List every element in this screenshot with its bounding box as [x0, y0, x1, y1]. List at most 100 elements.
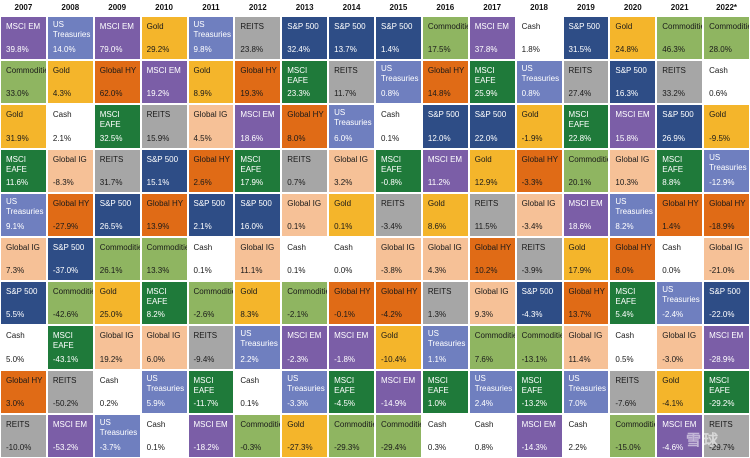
- asset-class-label: S&P 500: [568, 22, 600, 31]
- asset-class-label: S&P 500: [474, 110, 507, 120]
- return-cell: Global IG 9.3%: [468, 281, 516, 326]
- return-value-label: -4.3%: [521, 310, 543, 320]
- asset-class-label: REITS: [52, 375, 77, 385]
- return-cell: Gold 31.9%: [0, 104, 47, 149]
- return-value-label: 11.5%: [474, 221, 497, 231]
- return-value-label: 19.3%: [240, 89, 264, 99]
- asset-class-label: Gold: [427, 198, 445, 208]
- return-cell: S&P 500 26.5%: [93, 192, 141, 237]
- return-cell: Cash 0.0%: [656, 237, 704, 282]
- return-value-label: 13.9%: [146, 221, 170, 231]
- return-cell: MSCI EM -14.3%: [515, 413, 563, 458]
- return-value-label: -9.5%: [709, 133, 731, 143]
- return-value-label: 8.8%: [662, 177, 681, 187]
- return-value-label: 0.0%: [662, 266, 681, 276]
- asset-class-label: MSCI EM: [287, 331, 322, 341]
- return-cell: US Treasuries 9.8%: [187, 16, 235, 61]
- return-value-label: 15.1%: [146, 177, 170, 187]
- asset-class-label: Cash: [146, 419, 166, 429]
- return-cell: S&P 500 26.9%: [656, 104, 704, 149]
- return-value-label: 8.9%: [193, 89, 212, 99]
- return-value-label: 0.1%: [334, 221, 353, 231]
- return-value-label: 0.8%: [474, 442, 493, 452]
- asset-class-label: MSCI EAFE: [662, 154, 684, 174]
- return-cell: US Treasuries 5.9%: [140, 369, 188, 414]
- asset-class-label: Global HY: [240, 66, 277, 76]
- asset-class-label: S&P 500: [146, 154, 179, 164]
- asset-class-label: S&P 500: [709, 287, 741, 297]
- return-value-label: -29.7%: [709, 442, 735, 452]
- return-value-label: 7.0%: [568, 398, 587, 408]
- asset-class-label: REITS: [568, 66, 593, 76]
- asset-class-label: US Treasuries: [287, 373, 325, 393]
- return-cell: REITS -10.0%: [0, 413, 47, 458]
- return-cell: REITS -50.2%: [46, 369, 94, 414]
- asset-class-label: Gold: [287, 419, 305, 429]
- return-cell: MSCI EAFE 8.8%: [656, 148, 704, 193]
- return-value-label: 1.3%: [427, 310, 447, 320]
- asset-class-label: Gold: [521, 110, 539, 120]
- year-label: 2018: [530, 3, 548, 12]
- asset-class-label: Commodities: [146, 243, 187, 252]
- asset-class-label: Global IG: [474, 287, 509, 297]
- return-cell: MSCI EM 37.8%: [468, 16, 516, 61]
- year-label: 2008: [61, 3, 80, 12]
- return-cell: MSCI EM 79.0%: [93, 16, 141, 61]
- return-value-label: -15.0%: [615, 442, 641, 452]
- return-cell: Cash 0.1%: [234, 369, 282, 414]
- return-cell: Gold 17.9%: [562, 237, 610, 282]
- asset-class-label: Cash: [615, 331, 635, 341]
- asset-class-label: Cash: [474, 419, 494, 429]
- asset-class-label: Global HY: [568, 287, 605, 297]
- return-value-label: 1.8%: [521, 45, 540, 55]
- asset-class-label: Global HY: [662, 198, 699, 208]
- return-value-label: -3.8%: [381, 266, 402, 276]
- asset-class-label: Commodities: [474, 331, 515, 341]
- return-value-label: 8.0%: [287, 133, 306, 143]
- asset-class-label: MSCI EM: [6, 22, 41, 31]
- return-cell: REITS 33.2%: [656, 60, 704, 105]
- watermark: 雪球: [685, 432, 720, 449]
- return-cell: Global HY 62.0%: [93, 60, 141, 105]
- return-value-label: 17.9%: [568, 266, 592, 276]
- return-cell: MSCI EM -4.6%: [656, 413, 704, 458]
- asset-class-label: REITS: [6, 419, 30, 429]
- asset-class-label: REITS: [474, 198, 499, 208]
- asset-class-label: Gold: [568, 243, 586, 252]
- asset-class-label: Gold: [662, 375, 680, 385]
- asset-class-label: MSCI EM: [662, 419, 697, 429]
- return-value-label: 26.9%: [662, 133, 685, 143]
- asset-class-label: MSCI EM: [474, 22, 509, 31]
- return-value-label: 12.9%: [474, 177, 498, 187]
- asset-class-label: Cash: [427, 419, 447, 429]
- return-cell: Global HY -3.3%: [515, 148, 563, 193]
- return-cell: S&P 500 -4.3%: [515, 281, 563, 326]
- return-value-label: 0.6%: [709, 89, 728, 99]
- asset-class-label: Global IG: [615, 154, 650, 164]
- asset-class-label: REITS: [662, 66, 686, 76]
- return-value-label: -13.2%: [521, 398, 547, 408]
- asset-class-label: REITS: [287, 154, 311, 164]
- return-value-label: 6.0%: [146, 354, 165, 364]
- year-label: 2014: [342, 3, 361, 12]
- asset-class-label: Cash: [240, 375, 260, 385]
- year-label: 2022*: [716, 3, 738, 12]
- return-cell: Gold 4.3%: [46, 60, 94, 105]
- return-cell: US Treasuries 2.2%: [234, 325, 282, 370]
- asset-class-label: MSCI EM: [381, 375, 416, 385]
- asset-class-label: Global HY: [381, 287, 418, 297]
- return-value-label: 4.3%: [427, 266, 447, 276]
- return-cell: S&P 500 12.0%: [421, 104, 469, 149]
- return-cell: Gold 8.9%: [187, 60, 235, 105]
- return-value-label: 33.0%: [6, 89, 29, 99]
- return-cell: MSCI EAFE -4.5%: [328, 369, 375, 414]
- asset-class-label: MSCI EAFE: [334, 375, 356, 395]
- return-value-label: -3.0%: [662, 354, 684, 364]
- asset-class-label: MSCI EM: [52, 419, 88, 429]
- return-value-label: -4.1%: [662, 398, 684, 408]
- asset-class-label: US Treasuries: [662, 285, 700, 305]
- return-value-label: -3.4%: [381, 221, 402, 231]
- asset-class-label: Global HY: [334, 287, 371, 297]
- return-value-label: 0.1%: [287, 221, 306, 231]
- asset-class-label: Global HY: [474, 243, 512, 252]
